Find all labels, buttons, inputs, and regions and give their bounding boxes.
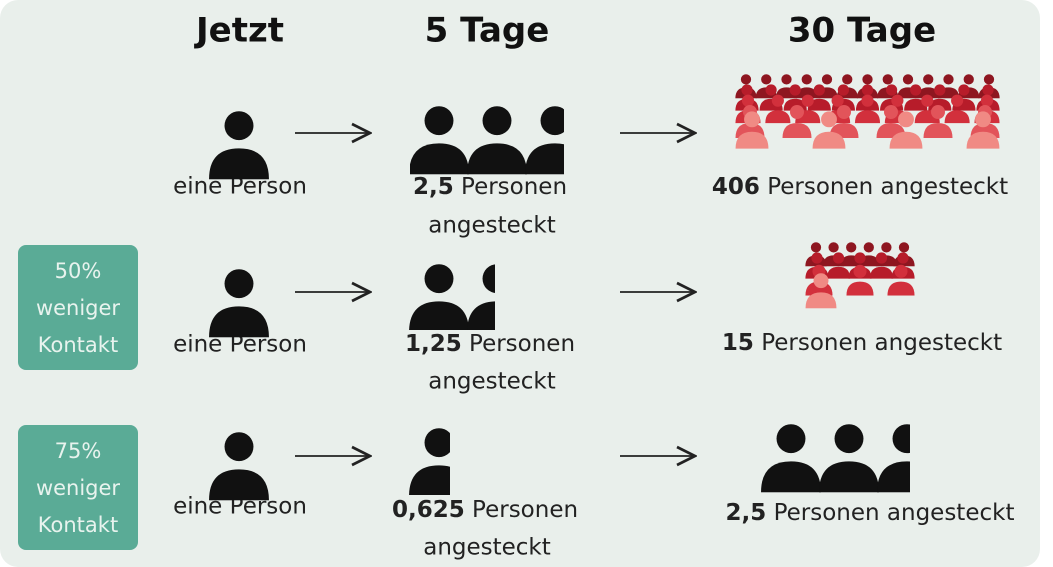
number: 1,25 <box>405 331 462 357</box>
infographic: Jetzt 5 Tage 30 Tage 50% weniger Kontakt… <box>0 0 1053 567</box>
header: 5 Tage <box>425 11 550 51</box>
day5-label: angesteckt <box>423 535 551 561</box>
number: 0,625 <box>392 497 465 523</box>
text: Personen <box>472 497 578 523</box>
day5-label: angesteckt <box>428 213 556 239</box>
number: 15 <box>722 330 754 356</box>
day5-label: 1,25 Personen <box>405 331 575 357</box>
number: 2,5 <box>413 174 454 200</box>
badge-text: Kontakt <box>38 333 118 357</box>
day5-label: 2,5 Personen <box>413 174 567 200</box>
badge-text: 50% <box>55 259 102 283</box>
day30-label: 15 Personen angesteckt <box>722 330 1002 356</box>
text: Personen angesteckt <box>761 330 1002 356</box>
badge-text: Kontakt <box>38 513 118 537</box>
badge-text: 75% <box>55 439 102 463</box>
day30-label: 406 Personen angesteckt <box>712 174 1008 200</box>
text: Personen angesteckt <box>767 174 1008 200</box>
header: Jetzt <box>194 11 284 51</box>
number: 406 <box>712 174 760 200</box>
number: 2,5 <box>726 500 767 526</box>
day30-label: 2,5 Personen angesteckt <box>726 500 1015 526</box>
text: Personen <box>469 331 575 357</box>
header: 30 Tage <box>788 11 936 51</box>
day5-label: 0,625 Personen <box>392 497 578 523</box>
badge-text: weniger <box>36 476 120 500</box>
text: Personen angesteckt <box>774 500 1015 526</box>
day5-label: angesteckt <box>428 369 556 395</box>
badge-text: weniger <box>36 296 120 320</box>
text: Personen <box>461 174 567 200</box>
